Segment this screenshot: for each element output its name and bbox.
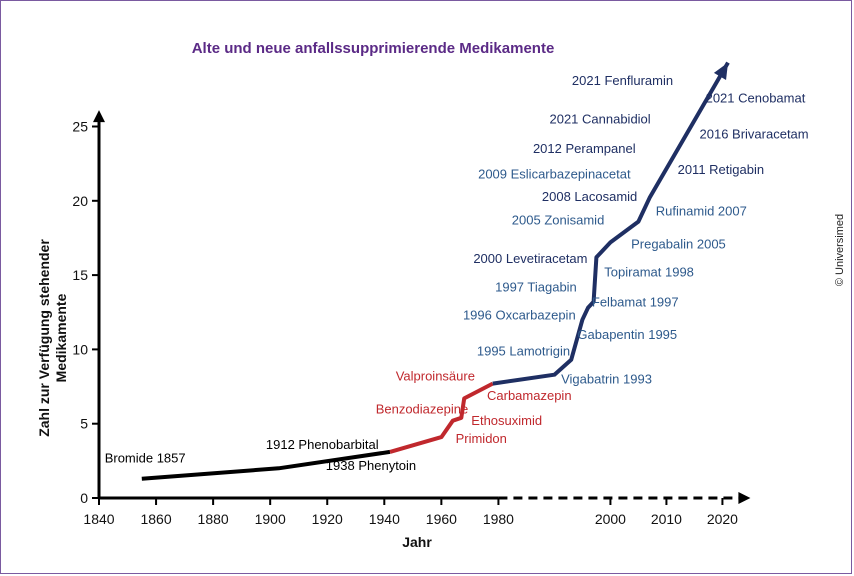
annotation-label: Valproinsäure: [396, 369, 475, 384]
x-tick-label: 1960: [426, 511, 457, 527]
series-lines: [141, 61, 730, 481]
annotation-label: 2008 Lacosamid: [542, 189, 637, 204]
y-tick-label: 25: [72, 119, 88, 135]
y-axis-arrow: [93, 110, 105, 123]
annotation-label: Topiramat 1998: [604, 265, 694, 280]
y-axis-label-line-1: Zahl zur Verfügung stehender: [36, 239, 52, 437]
x-tick-label: 1940: [369, 511, 400, 527]
annotation-label: Benzodiazepine: [376, 401, 469, 416]
copyright-credit: © Universimed: [834, 214, 846, 286]
annotation-label: Ethosuximid: [471, 413, 542, 428]
x-tick-label: 1920: [312, 511, 343, 527]
annotation-label: Primidon: [456, 431, 507, 446]
y-axis-label-line-2: Medikamente: [53, 293, 69, 382]
annotation-label: Vigabatrin 1993: [561, 372, 652, 387]
annotation-label: 2005 Zonisamid: [512, 213, 605, 228]
annotation-label: Carbamazepin: [487, 388, 572, 403]
annotation-label: Bromide 1857: [105, 450, 186, 465]
annotation-label: 2011 Retigabin: [678, 162, 765, 177]
annotation-label: Rufinamid 2007: [656, 204, 747, 219]
y-tick-label: 20: [72, 193, 88, 209]
x-tick-label: 1840: [83, 511, 114, 527]
y-tick-label: 5: [80, 416, 88, 432]
y-tick-label: 0: [80, 490, 88, 506]
y-tick-label: 10: [72, 341, 88, 357]
annotation-label: 2021 Cannabidiol: [549, 112, 650, 127]
x-tick-label: 1900: [255, 511, 286, 527]
annotation-label: 1938 Phenytoin: [326, 458, 416, 473]
x-tick-label: 1860: [140, 511, 171, 527]
x-tick-label: 2020: [707, 511, 738, 527]
annotation-label: 2021 Cenobamat: [706, 91, 806, 106]
annotation-label: Gabapentin 1995: [577, 327, 677, 342]
x-tick-label: 2010: [651, 511, 682, 527]
chart-title: Alte und neue anfallssupprimierende Medi…: [192, 40, 555, 57]
annotation-label: 2000 Levetiracetam: [473, 251, 587, 266]
x-axis-arrow: [738, 492, 751, 504]
annotation-label: 1995 Lamotrigin: [477, 343, 570, 358]
series-line-3: [492, 61, 730, 386]
annotation-label: 2009 Eslicarbazepinacetat: [478, 167, 631, 182]
annotation-label: 1997 Tiagabin: [495, 279, 577, 294]
series-line-2: [389, 381, 494, 454]
x-tick-label: 1880: [198, 511, 229, 527]
axes: 1840 1860 1880 1900 1920 1940 1960 1980 2000 2010…: [72, 110, 751, 527]
annotation-label: 1996 Oxcarbazepin: [463, 308, 576, 323]
x-tick-label: 2000: [595, 511, 626, 527]
annotation-label: Felbamat 1997: [592, 294, 679, 309]
annotation-label: 1912 Phenobarbital: [266, 437, 379, 452]
annotation-label: 2021 Fenfluramin: [572, 73, 673, 88]
y-tick-label: 15: [72, 267, 88, 283]
trend-arrowhead: [713, 62, 729, 80]
y-axis-label: Zahl zur Verfügung stehender Medikamente: [36, 239, 69, 437]
annotations: Bromide 1857 1912 Phenobarbital 1938 Pheny…: [105, 73, 809, 473]
annotation-label: Pregabalin 2005: [631, 236, 726, 251]
x-axis-label: Jahr: [402, 534, 432, 550]
annotation-label: 2012 Perampanel: [533, 141, 636, 156]
annotation-label: 2016 Brivaracetam: [700, 126, 809, 141]
x-tick-label: 1980: [483, 511, 514, 527]
series-line-1: [141, 449, 391, 481]
